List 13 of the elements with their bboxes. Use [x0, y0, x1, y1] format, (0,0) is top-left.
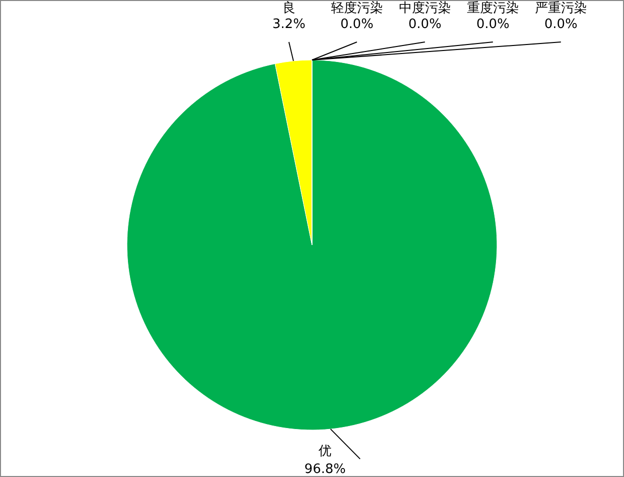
data-label: 96.8%: [304, 462, 346, 477]
text: 0.0%: [476, 17, 510, 32]
data-label: 3.2%: [272, 17, 306, 32]
pie-slice: [127, 60, 498, 430]
category-label: 严重污染: [534, 1, 587, 16]
text: 0.0%: [408, 17, 442, 32]
slice-label: 优: [318, 444, 332, 459]
category-label: 重度污染: [466, 1, 519, 16]
slice-label: 良: [282, 1, 296, 16]
text: 0.0%: [544, 17, 578, 32]
text: 0.0%: [340, 17, 374, 32]
category-label: 轻度污染: [330, 1, 383, 16]
category-label: 中度污染: [398, 1, 451, 16]
